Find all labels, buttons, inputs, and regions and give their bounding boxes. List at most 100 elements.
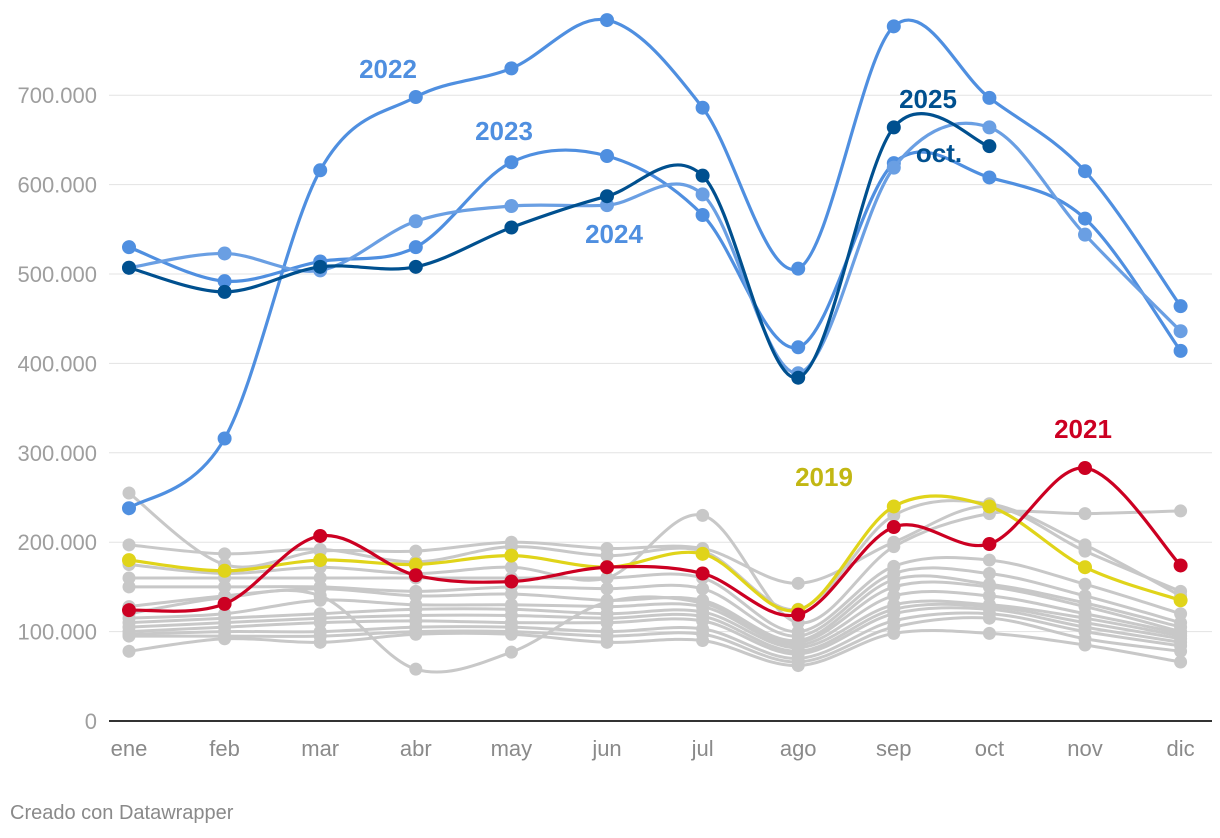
data-point — [217, 563, 232, 578]
data-point — [600, 635, 614, 649]
data-point — [122, 571, 136, 585]
data-point — [886, 160, 901, 175]
x-tick-label: ene — [111, 736, 148, 761]
data-point — [122, 240, 136, 255]
background-series — [122, 486, 1188, 676]
data-point — [600, 189, 614, 204]
data-point — [313, 528, 328, 543]
data-point — [982, 499, 997, 514]
x-tick-label: jul — [691, 736, 714, 761]
data-point — [1078, 227, 1092, 242]
series-annotation: 2022 — [359, 54, 417, 84]
data-point — [1174, 644, 1188, 658]
data-point — [1078, 164, 1092, 179]
data-point — [504, 61, 519, 76]
data-point — [1078, 560, 1092, 575]
data-point — [600, 582, 614, 596]
data-point — [886, 499, 901, 514]
data-point — [886, 120, 901, 135]
x-tick-label: mar — [301, 736, 339, 761]
data-point — [791, 340, 806, 355]
series-annotation: 2024 — [585, 219, 643, 249]
data-point — [217, 284, 232, 299]
data-point — [696, 634, 710, 648]
data-point — [695, 100, 710, 115]
data-point — [122, 629, 136, 643]
data-point — [504, 560, 518, 574]
data-point — [791, 576, 805, 590]
data-point — [217, 596, 232, 611]
data-point — [1078, 507, 1092, 521]
y-tick-label: 700.000 — [17, 83, 97, 108]
data-point — [1174, 607, 1188, 621]
credit-text: Creado con Datawrapper — [10, 802, 234, 824]
data-point — [218, 580, 232, 594]
series-annotation: oct. — [916, 138, 962, 168]
data-point — [409, 662, 423, 676]
x-tick-label: feb — [209, 736, 240, 761]
data-point — [1173, 324, 1188, 339]
data-point — [409, 589, 423, 603]
data-point — [504, 627, 518, 641]
data-point — [313, 571, 327, 585]
data-point — [409, 544, 423, 558]
data-point — [695, 566, 710, 581]
data-point — [408, 259, 423, 274]
series-annotation: 2021 — [1054, 414, 1112, 444]
data-point — [1078, 577, 1092, 591]
data-point — [504, 155, 519, 170]
data-point — [982, 580, 996, 594]
x-tick-label: jun — [591, 736, 621, 761]
data-point — [982, 139, 997, 154]
data-point — [1174, 655, 1188, 669]
data-point — [408, 568, 423, 583]
data-point — [695, 207, 710, 222]
x-tick-label: ago — [780, 736, 817, 761]
data-point — [982, 170, 997, 185]
data-point — [982, 90, 997, 105]
data-point — [695, 187, 710, 202]
series-annotation: 2023 — [475, 116, 533, 146]
data-point — [313, 163, 328, 178]
data-point — [600, 13, 614, 28]
data-point — [696, 508, 710, 522]
data-point — [122, 260, 136, 275]
data-point — [600, 571, 614, 585]
data-point — [600, 616, 614, 630]
data-point — [313, 259, 328, 274]
data-point — [696, 582, 710, 596]
data-point — [1078, 460, 1092, 475]
series-annotation: 2019 — [795, 462, 853, 492]
data-point — [887, 540, 901, 554]
data-point — [122, 553, 136, 568]
data-point — [1078, 638, 1092, 652]
series-line — [127, 466, 1183, 618]
y-tick-label: 400.000 — [17, 351, 97, 376]
data-point — [1173, 343, 1188, 358]
data-point — [600, 549, 614, 563]
series-line — [127, 580, 1183, 674]
data-point — [600, 560, 614, 575]
data-point — [122, 538, 136, 552]
data-point — [1173, 299, 1188, 314]
data-point — [886, 520, 901, 535]
highlighted-series — [122, 13, 1188, 622]
y-tick-label: 200.000 — [17, 530, 97, 555]
x-tick-label: dic — [1167, 736, 1195, 761]
data-point — [504, 645, 518, 659]
data-point — [217, 431, 232, 446]
data-point — [982, 120, 997, 135]
x-tick-label: nov — [1067, 736, 1102, 761]
data-point — [122, 603, 136, 618]
data-point — [982, 611, 996, 625]
x-tick-label: may — [491, 736, 533, 761]
y-tick-label: 600.000 — [17, 173, 97, 198]
data-point — [1173, 593, 1188, 608]
y-tick-label: 100.000 — [17, 620, 97, 645]
data-point — [504, 220, 519, 235]
data-point — [313, 616, 327, 630]
data-point — [982, 553, 996, 567]
data-point — [887, 580, 901, 594]
data-point — [1078, 538, 1092, 552]
